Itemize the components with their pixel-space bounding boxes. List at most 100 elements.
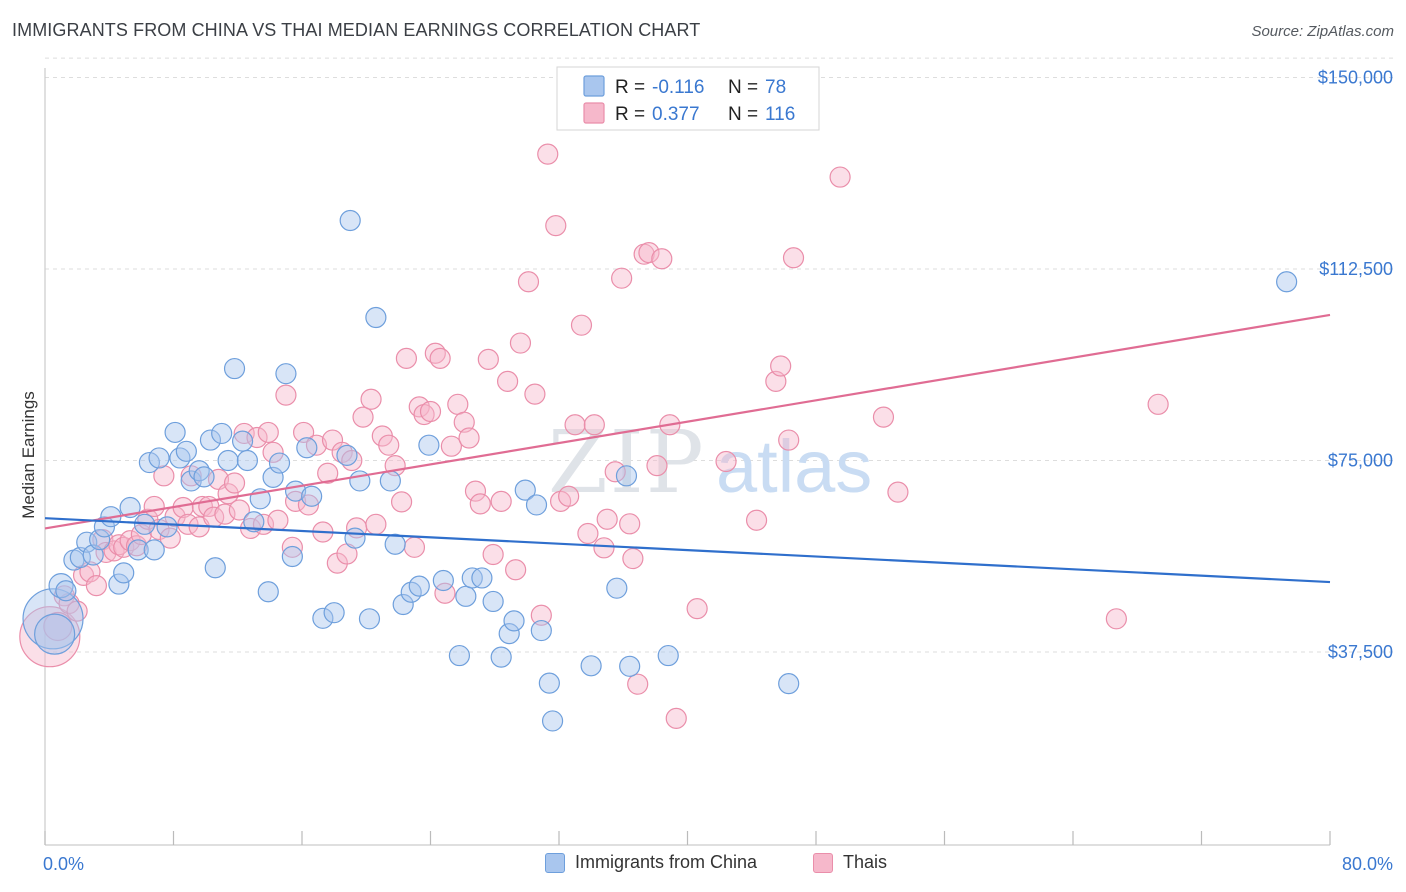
china-point <box>490 646 512 668</box>
thai-point <box>464 480 487 502</box>
china-point <box>48 573 74 599</box>
thai-point <box>1105 608 1127 630</box>
thai-swatch <box>813 852 833 873</box>
china-point <box>211 422 233 445</box>
thai-point <box>686 597 708 620</box>
china-point <box>108 573 130 595</box>
y-tick-label: $37,500 <box>1328 642 1393 662</box>
china-point <box>268 452 291 474</box>
thai-point <box>530 604 552 626</box>
china-r-label: R = <box>615 77 645 98</box>
thai-point <box>403 536 426 558</box>
legend-label-china: Immigrants from China <box>575 852 758 872</box>
china-point <box>408 575 430 597</box>
thai-n-value: 116 <box>765 104 795 125</box>
legend-item-china[interactable]: Immigrants from China <box>545 852 757 873</box>
thai-r-label: R = <box>615 104 645 125</box>
china-point <box>55 580 77 602</box>
thai-point <box>281 536 303 558</box>
china-point <box>379 470 401 492</box>
y-axis-label: Median Earnings <box>19 391 38 519</box>
thai-point <box>267 509 289 531</box>
thai-point <box>360 388 382 410</box>
thai-point <box>233 422 255 445</box>
thai-point <box>317 462 339 484</box>
thai-point <box>262 441 284 463</box>
thai-point <box>524 383 546 405</box>
y-tick-label: $112,500 <box>1319 259 1393 279</box>
legend-item-thai[interactable]: Thais <box>813 852 887 873</box>
china-point <box>89 529 111 551</box>
china-point <box>392 593 414 616</box>
x-tick-label: 80.0% <box>1342 854 1393 874</box>
thai-point <box>429 347 451 369</box>
thai-trend-line <box>44 313 1331 530</box>
china-legend-swatch <box>583 75 605 97</box>
china-point <box>778 673 800 695</box>
thai-point <box>458 427 480 449</box>
thai-point <box>85 575 108 597</box>
thai-point <box>395 347 418 369</box>
thai-point <box>257 421 279 444</box>
thai-point <box>509 332 532 354</box>
china-point <box>296 437 318 459</box>
thai-point <box>95 541 117 564</box>
china-point <box>127 539 149 561</box>
thai-point <box>622 547 644 570</box>
thai-point <box>297 494 320 516</box>
china-point <box>231 430 254 452</box>
legend-box: R = -0.116 N = 78 R = 0.377 N = 116 <box>556 66 820 131</box>
thai-point <box>583 414 605 436</box>
china-point <box>498 623 520 645</box>
thai-point <box>593 537 615 559</box>
china-point <box>193 466 215 488</box>
china-point <box>339 209 361 232</box>
thai-point <box>665 707 687 729</box>
china-point <box>541 710 564 732</box>
china-point <box>113 562 135 584</box>
china-point <box>138 451 161 474</box>
china-point <box>34 613 76 655</box>
china-point <box>384 533 406 555</box>
china-point <box>503 610 525 632</box>
china-point <box>1276 271 1298 293</box>
china-point <box>301 485 323 507</box>
watermark-atlas: atlas <box>716 425 872 508</box>
china-point <box>538 672 560 694</box>
thai-point <box>419 400 442 423</box>
china-point <box>204 557 226 579</box>
thai-point <box>611 267 633 289</box>
thai-point <box>619 513 641 535</box>
thai-point <box>596 508 618 530</box>
thai-point <box>490 490 512 512</box>
thai-n-label: N = <box>728 104 758 125</box>
thai-point <box>228 499 250 521</box>
watermark-zip: ZIP <box>548 413 706 513</box>
china-point <box>432 569 454 592</box>
thai-point <box>453 411 475 433</box>
thai-point <box>745 509 768 531</box>
thai-point <box>153 465 175 487</box>
thai-point <box>143 495 165 518</box>
china-point <box>657 644 679 667</box>
thai-point <box>390 491 413 513</box>
thai-point <box>782 247 805 269</box>
thai-point <box>570 314 593 336</box>
china-point <box>615 465 638 487</box>
china-point <box>448 644 471 667</box>
grid-lines: $37,500 $75,000 $112,500 $150,000 <box>45 57 1395 662</box>
thai-point <box>872 406 895 428</box>
china-point <box>312 607 334 629</box>
thai-point <box>447 393 469 415</box>
thai-point <box>564 414 586 436</box>
thai-point <box>469 493 491 515</box>
thai-point <box>517 271 540 293</box>
legend-label-thai: Thais <box>843 852 888 872</box>
thai-point <box>577 522 599 545</box>
thai-point <box>770 355 792 377</box>
china-point <box>281 545 303 568</box>
thai-point <box>627 673 649 695</box>
china-point <box>236 449 258 472</box>
china-point <box>76 531 98 553</box>
